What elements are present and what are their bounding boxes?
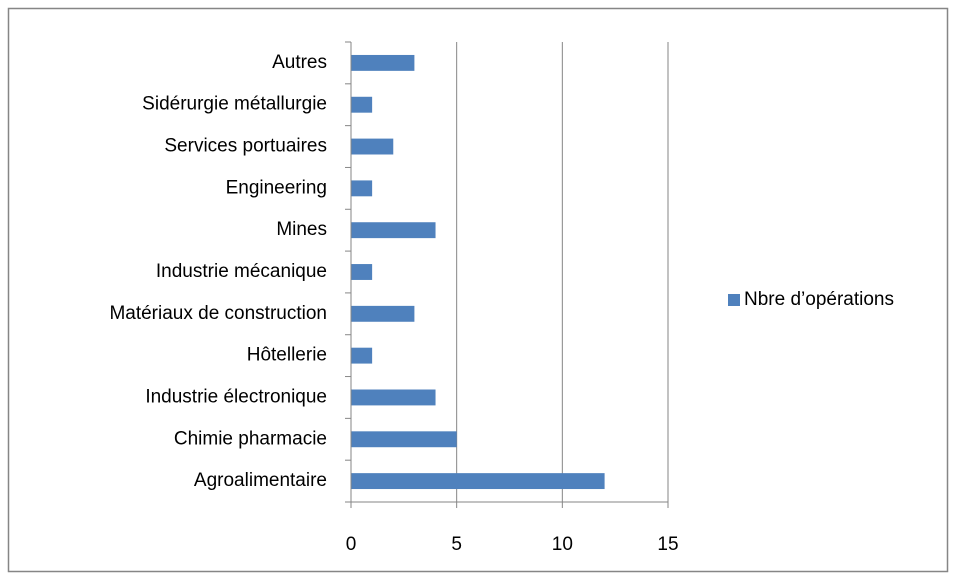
x-tick-label: 15 [657,534,678,555]
y-tick-label: Industrie mécanique [156,261,327,282]
legend-label: Nbre d’opérations [744,289,894,310]
y-tick-label: Mines [276,219,327,240]
bar [351,96,373,113]
y-tick-label: Autres [272,52,327,73]
bar [351,54,415,71]
x-tick-label: 0 [346,534,357,555]
y-tick-label: Industrie électronique [145,386,327,407]
bar [351,222,436,239]
y-tick-label: Hôtellerie [247,345,327,366]
legend-swatch [728,294,740,306]
y-tick-label: Services portuaires [164,136,327,157]
y-tick-label: Sidérurgie métallurgie [142,94,327,115]
bar [351,305,415,322]
y-tick-label: Agroalimentaire [194,470,327,491]
x-tick-label: 5 [451,534,462,555]
bar [351,138,394,155]
y-tick-label: Matériaux de construction [109,303,327,324]
bar [351,347,373,364]
y-tick-label: Engineering [226,177,327,198]
bar [351,389,436,406]
y-tick-label: Chimie pharmacie [174,428,327,449]
x-tick-label: 10 [552,534,573,555]
bar [351,431,457,448]
bar [351,473,605,490]
bar [351,264,373,280]
bar [351,180,373,197]
